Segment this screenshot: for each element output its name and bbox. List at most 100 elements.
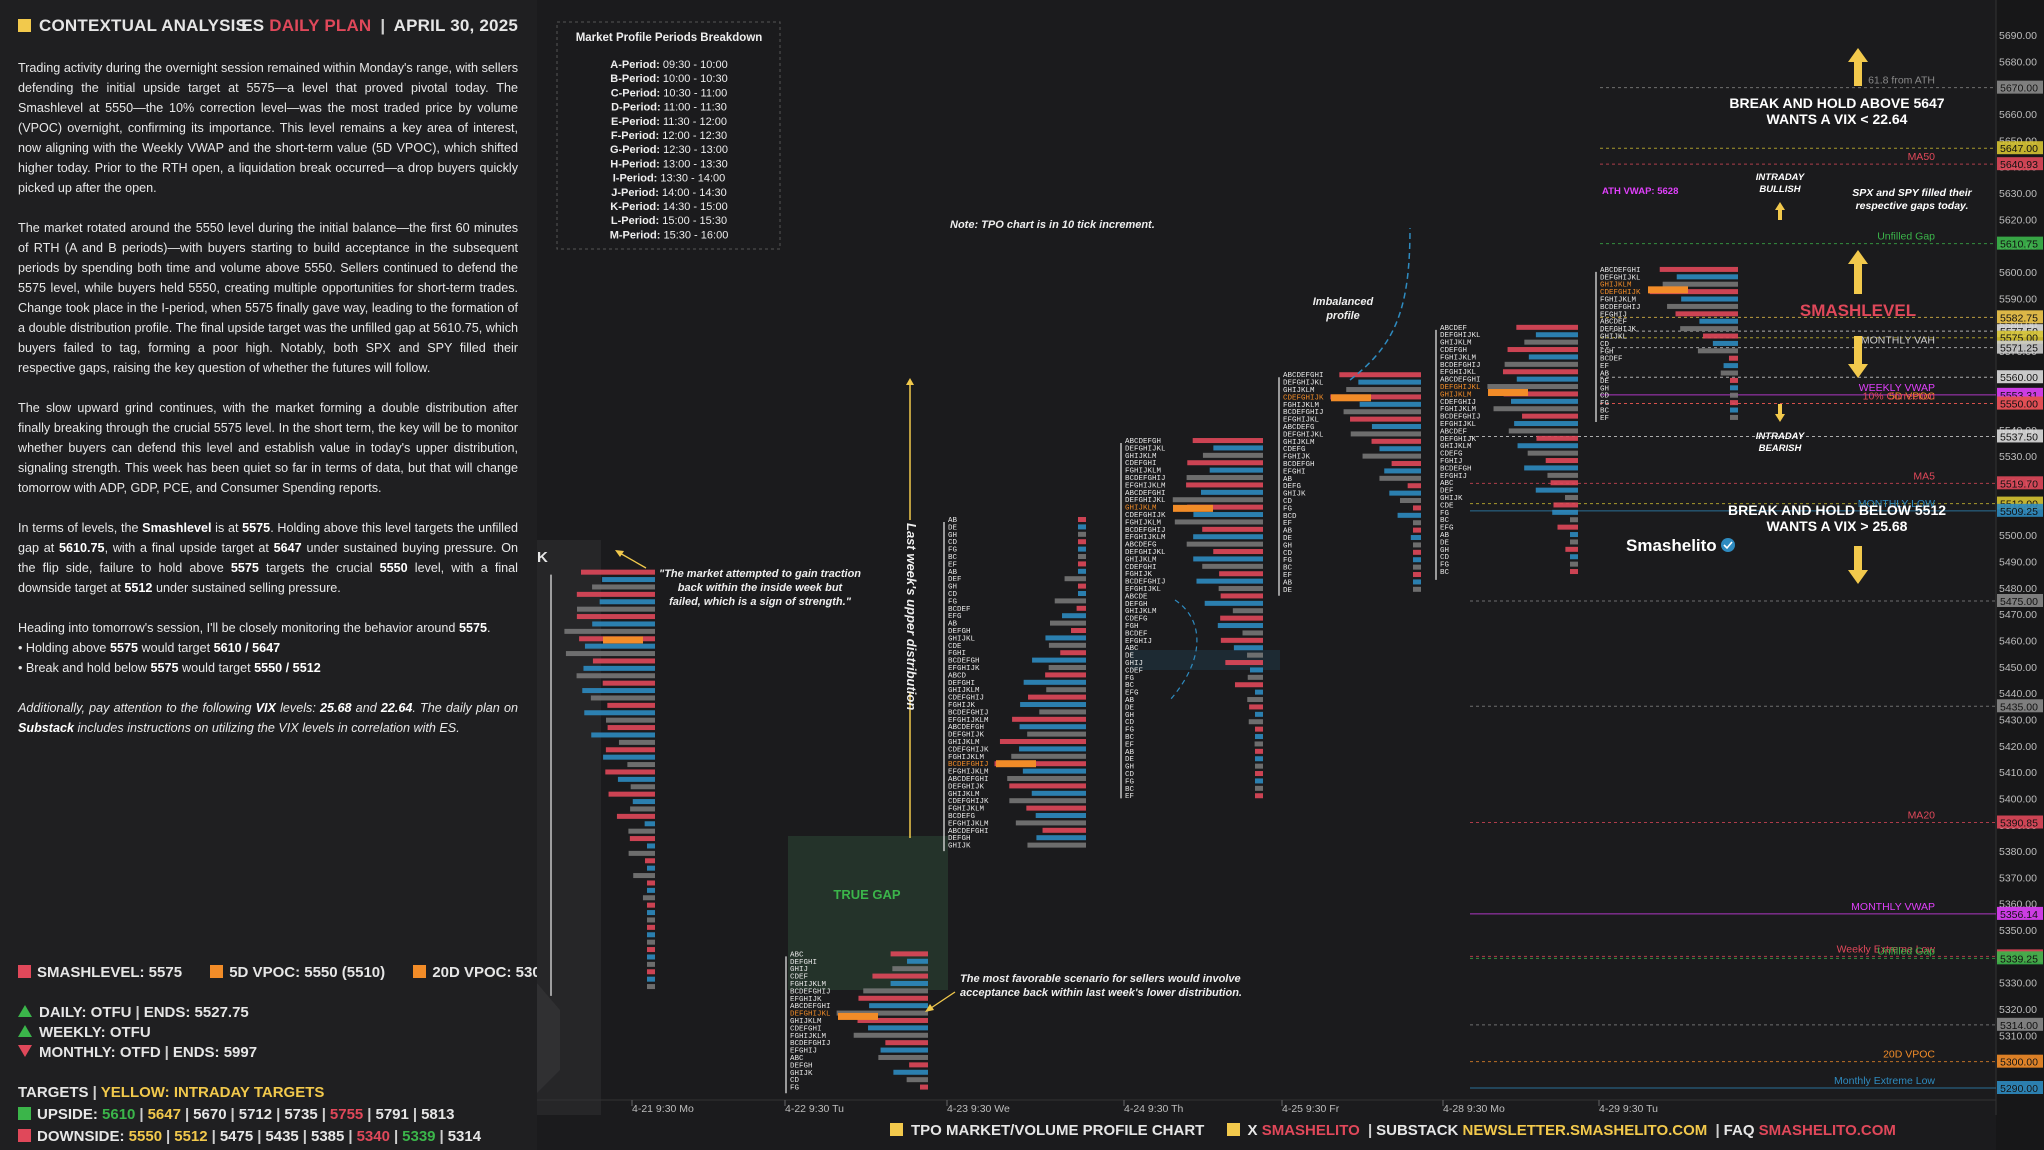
- tpo-row: DEFGHIJK: [1600, 326, 1637, 334]
- intraday-bearish: INTRADAY BEARISH: [1756, 431, 1806, 454]
- ath-vwap: ATH VWAP: 5628: [1602, 186, 1678, 197]
- down-arrow-icon: [1848, 336, 1868, 378]
- volume-bar: [1350, 416, 1421, 422]
- level-value: 5647.00: [2000, 143, 2038, 155]
- tpo-row: FGH: [1600, 348, 1614, 356]
- tpo-row: EFGHIJKL: [1283, 417, 1320, 425]
- volume-bar: [1565, 495, 1578, 501]
- volume-bar: [1570, 517, 1578, 523]
- tpo-row: AB: [948, 621, 958, 629]
- volume-bar: [1699, 318, 1738, 324]
- level-value-tag: [1997, 815, 2043, 829]
- footer-substack-link[interactable]: NEWSLETTER.SMASHELITO.COM: [1462, 1122, 1708, 1139]
- volume-bar: [1413, 549, 1421, 555]
- tpo-row: EFGHIJKLM: [1125, 482, 1166, 490]
- volume-bar: [1730, 392, 1738, 398]
- tpo-row: CD: [790, 1077, 800, 1085]
- tpo-row: FGHIJKLM: [948, 754, 985, 762]
- level-label: Unfilled Gap: [1877, 945, 1935, 957]
- volume-bar: [647, 939, 655, 945]
- tpo-row: FG: [948, 547, 958, 555]
- tpo-row: FG: [1283, 505, 1293, 513]
- volume-bar: [647, 902, 655, 908]
- tpo-row: GHIJKLM: [1283, 439, 1315, 447]
- tpo-row: CDEFGHIJK: [1125, 512, 1166, 520]
- volume-bar: [1015, 820, 1086, 826]
- level-value: 5314.00: [2000, 1020, 2038, 1032]
- tpo-row: CDEFG: [1283, 446, 1306, 454]
- volume-bar: [1527, 450, 1578, 456]
- tpo-row: DE: [1600, 378, 1610, 386]
- volume-bar: [1413, 505, 1421, 511]
- level-value-tag: [1997, 340, 2043, 354]
- volume-bar: [647, 947, 655, 953]
- y-tick-label: 5660.00: [1999, 109, 2037, 121]
- volume-bar: [1186, 482, 1263, 488]
- volume-bar: [592, 584, 655, 590]
- tpo-row: BCDEFGHIJ: [790, 988, 831, 996]
- volume-bar: [647, 887, 655, 893]
- tpo-row: GHIJKLM: [948, 739, 980, 747]
- tpo-row: GHIJKLM: [948, 687, 980, 695]
- tpo-row: DEFGHIJKL: [1125, 445, 1166, 453]
- tpo-row: GHIJKLM: [1125, 505, 1157, 513]
- period-row: M-Period: 15:30 - 16:00: [610, 229, 729, 241]
- volume-bar: [1493, 406, 1578, 412]
- y-tick-label: 5440.00: [1999, 688, 2037, 700]
- smashlevel-label: SMASHLEVEL: [1800, 301, 1916, 320]
- volume-bar: [1524, 339, 1578, 345]
- period-row: B-Period: 10:00 - 10:30: [610, 73, 727, 85]
- intraday-bullish: INTRADAY BULLISH: [1756, 172, 1806, 195]
- y-tick-label: 5310.00: [1999, 1030, 2037, 1042]
- volume-bar: [644, 821, 655, 827]
- volume-bar: [1379, 446, 1421, 452]
- volume-bar: [868, 1025, 928, 1031]
- volume-bar: [1413, 579, 1421, 585]
- volume-bar: [1255, 726, 1263, 732]
- volume-bar: [1028, 694, 1086, 700]
- tick-note: Note: TPO chart is in 10 tick increment.: [950, 219, 1155, 231]
- tpo-row: CDE: [948, 643, 962, 651]
- volume-bar: [590, 695, 655, 701]
- volume-bar: [592, 658, 655, 664]
- volume-bar: [1255, 756, 1263, 762]
- tpo-row: ABCDEFGHI: [948, 828, 989, 836]
- volume-bar: [1019, 724, 1086, 730]
- levels-paragraph: In terms of levels, the Smashlevel is at…: [18, 521, 519, 595]
- level-label: MONTHLY VWAP: [1851, 901, 1935, 913]
- session-profile: ABCDEFDEFGHIJKLGHIJKLMCDEFGHFGHIJKLMBCDE…: [1435, 324, 1578, 580]
- downside-chip-icon: [18, 1129, 31, 1142]
- tpo-row: AB: [1283, 476, 1293, 484]
- volume-bar: [1346, 387, 1421, 393]
- tpo-row: DEF: [948, 576, 962, 584]
- y-tick-label: 5410.00: [1999, 767, 2037, 779]
- footer-x-handle[interactable]: SMASHELITO: [1261, 1122, 1360, 1139]
- tpo-row: ABCDEFG: [1283, 424, 1315, 432]
- header-square-icon: [18, 19, 31, 32]
- level-value-tag: [1997, 80, 2043, 94]
- volume-bar: [1570, 561, 1578, 567]
- volume-bar: [1200, 489, 1263, 495]
- tpo-row: EF: [1600, 363, 1609, 371]
- tpo-row: EFG: [948, 613, 962, 621]
- footer-faq-link[interactable]: SMASHELITO.COM: [1758, 1122, 1896, 1139]
- volume-bar: [1371, 424, 1421, 430]
- analysis-paragraph: The slow upward grind continues, with th…: [18, 401, 518, 495]
- tpo-row: EFGHIJKL: [1440, 369, 1477, 377]
- tpo-row: CD: [948, 539, 958, 547]
- analysis-panel: CONTEXTUAL ANALYSIS ES DAILY PLAN | APRI…: [0, 0, 549, 1150]
- tpo-row: EFGHIJKL: [1125, 586, 1162, 594]
- legend-daily: DAILY: OTFU | ENDS: 5527.75: [18, 1004, 528, 1026]
- volume-bar: [592, 621, 655, 627]
- tpo-row: BCDEFGHIJ: [948, 709, 989, 717]
- level-value-tag: [1997, 906, 2043, 920]
- volume-bar: [1071, 628, 1086, 634]
- tpo-row: GH: [1283, 542, 1292, 550]
- tpo-row: AB: [1283, 579, 1293, 587]
- level-value: 5356.14: [2000, 909, 2038, 921]
- break-below: BREAK AND HOLD BELOW 5512: [1728, 502, 1946, 518]
- period-row: J-Period: 14:00 - 14:30: [611, 187, 727, 199]
- tpo-row: ABCDEFGHI: [1600, 267, 1641, 275]
- tpo-row: GHIJ: [1125, 660, 1143, 668]
- level-value: 5670.00: [2000, 83, 2038, 95]
